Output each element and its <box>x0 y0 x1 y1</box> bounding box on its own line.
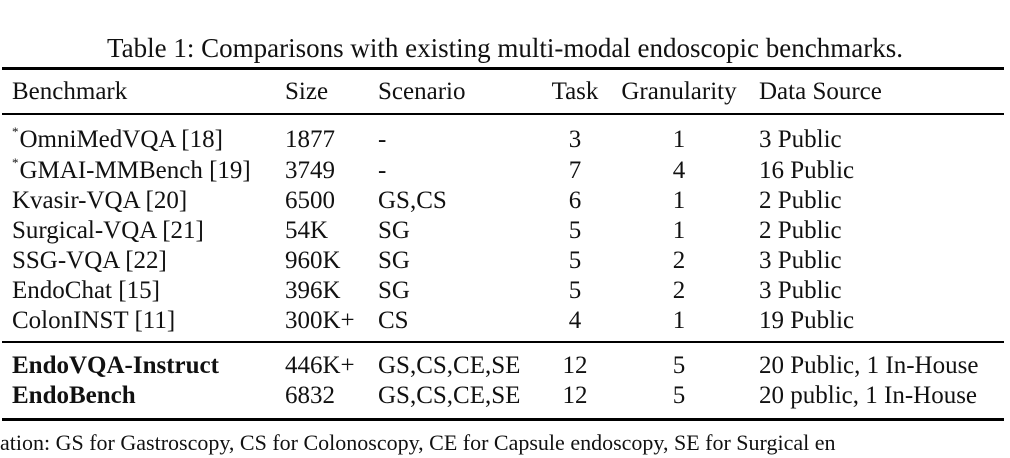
benchmark-label: GMAI-MMBench [19] <box>19 157 251 184</box>
table-header-rule <box>2 113 1004 115</box>
data-source-cell: 3 Public <box>759 247 842 274</box>
data-source-cell: 3 Public <box>759 126 842 153</box>
task-cell: 7 <box>568 157 582 184</box>
benchmark-name: EndoVQA-Instruct <box>12 352 219 379</box>
header-task: Task <box>551 78 599 105</box>
granularity-cell: 2 <box>672 277 686 304</box>
granularity-cell: 1 <box>672 307 686 334</box>
header-benchmark: Benchmark <box>12 78 128 105</box>
granularity-cell: 2 <box>672 247 686 274</box>
size-cell: 300K+ <box>285 307 355 334</box>
scenario-cell: GS,CS,CE,SE <box>378 352 521 379</box>
size-cell: 396K <box>285 277 341 304</box>
scenario-cell: - <box>378 157 387 184</box>
table-row: *GMAI-MMBench [19] 3749 - 7 4 16 Public <box>0 155 1010 186</box>
benchmark-name: *GMAI-MMBench [19] <box>12 155 251 186</box>
table-top-rule <box>2 67 1004 70</box>
table-row: Surgical-VQA [21] 54K SG 5 1 2 Public <box>0 216 1010 246</box>
table-row: *OmniMedVQA [18] 1877 - 3 1 3 Public <box>0 124 1010 155</box>
table-row: EndoVQA-Instruct 446K+ GS,CS,CE,SE 12 5 … <box>0 351 1010 381</box>
size-cell: 1877 <box>285 126 335 153</box>
size-cell: 3749 <box>285 157 335 184</box>
granularity-cell: 5 <box>672 382 686 409</box>
size-cell: 446K+ <box>285 352 355 379</box>
scenario-cell: SG <box>378 277 410 304</box>
table-footnote: ation: GS for Gastroscopy, CS for Colono… <box>0 430 836 455</box>
table-row: SSG-VQA [22] 960K SG 5 2 3 Public <box>0 246 1010 276</box>
scenario-cell: GS,CS <box>378 187 447 214</box>
scenario-cell: SG <box>378 217 410 244</box>
benchmark-name: EndoBench <box>12 382 136 409</box>
size-cell: 960K <box>285 247 341 274</box>
task-cell: 12 <box>562 382 588 409</box>
data-source-cell: 3 Public <box>759 277 842 304</box>
header-data-source: Data Source <box>759 78 882 105</box>
data-source-cell: 20 Public, 1 In-House <box>759 352 979 379</box>
table-header-row: Benchmark Size Scenario Task Granularity… <box>0 77 1010 107</box>
benchmark-name: *OmniMedVQA [18] <box>12 124 223 155</box>
scenario-cell: GS,CS,CE,SE <box>378 382 521 409</box>
table-row: ColonINST [11] 300K+ CS 4 1 19 Public <box>0 306 1010 336</box>
size-cell: 6832 <box>285 382 335 409</box>
scenario-cell: CS <box>378 307 409 334</box>
granularity-cell: 4 <box>672 157 686 184</box>
data-source-cell: 16 Public <box>759 157 855 184</box>
data-source-cell: 2 Public <box>759 187 842 214</box>
benchmark-name: EndoChat [15] <box>12 277 160 304</box>
benchmark-name: Kvasir-VQA [20] <box>12 187 188 214</box>
benchmark-name: SSG-VQA [22] <box>12 247 167 274</box>
benchmark-name: Surgical-VQA [21] <box>12 217 204 244</box>
header-granularity: Granularity <box>621 78 737 105</box>
task-cell: 12 <box>562 352 588 379</box>
data-source-cell: 20 public, 1 In-House <box>759 382 978 409</box>
task-cell: 5 <box>568 217 582 244</box>
task-cell: 5 <box>568 247 582 274</box>
footnote-marker: * <box>12 155 19 170</box>
table-row: EndoChat [15] 396K SG 5 2 3 Public <box>0 276 1010 306</box>
table-bottom-rule <box>2 418 1004 421</box>
task-cell: 4 <box>568 307 582 334</box>
header-size: Size <box>285 78 329 105</box>
task-cell: 3 <box>568 126 582 153</box>
footnote-marker: * <box>12 124 19 139</box>
scenario-cell: SG <box>378 247 410 274</box>
granularity-cell: 5 <box>672 352 686 379</box>
data-source-cell: 19 Public <box>759 307 855 334</box>
task-cell: 5 <box>568 277 582 304</box>
table-caption: Table 1: Comparisons with existing multi… <box>107 33 903 63</box>
table-row: EndoBench 6832 GS,CS,CE,SE 12 5 20 publi… <box>0 381 1010 411</box>
size-cell: 54K <box>285 217 329 244</box>
scenario-cell: - <box>378 126 387 153</box>
granularity-cell: 1 <box>672 126 686 153</box>
granularity-cell: 1 <box>672 217 686 244</box>
size-cell: 6500 <box>285 187 335 214</box>
table-group-rule <box>2 341 1004 343</box>
header-scenario: Scenario <box>378 78 466 105</box>
table-row: Kvasir-VQA [20] 6500 GS,CS 6 1 2 Public <box>0 186 1010 216</box>
granularity-cell: 1 <box>672 187 686 214</box>
data-source-cell: 2 Public <box>759 217 842 244</box>
benchmark-label: OmniMedVQA [18] <box>19 126 223 153</box>
benchmark-name: ColonINST [11] <box>12 307 176 334</box>
task-cell: 6 <box>568 187 582 214</box>
